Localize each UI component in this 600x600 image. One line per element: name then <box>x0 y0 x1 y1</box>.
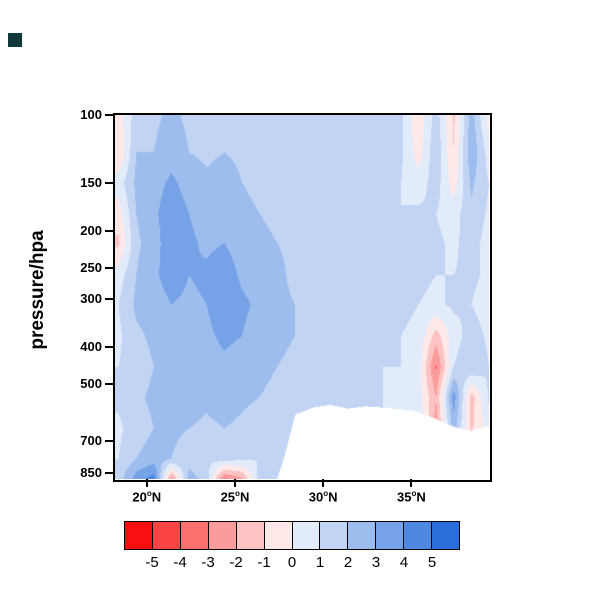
y-tick-mark <box>105 181 113 184</box>
x-tick-label: 30oN <box>308 489 338 505</box>
degree-symbol: o <box>411 489 417 498</box>
colorbar-label: 5 <box>427 554 437 571</box>
colorbar-cell <box>403 521 433 550</box>
x-tick-label: 20oN <box>132 489 162 505</box>
x-tick-label: 25oN <box>220 489 250 505</box>
contour-plot <box>115 115 489 479</box>
colorbar-label: -3 <box>201 554 215 571</box>
colorbar-cell <box>179 521 209 550</box>
y-tick-label: 300 <box>80 290 102 306</box>
degree-symbol: o <box>146 489 152 498</box>
x-tick-mark <box>145 479 148 487</box>
colorbar-cell <box>291 521 321 550</box>
colorbar-cell <box>207 521 237 550</box>
degree-symbol: o <box>323 489 329 498</box>
degree-symbol: o <box>235 489 240 498</box>
y-tick-mark <box>105 346 113 349</box>
colorbar-label: 1 <box>315 554 325 571</box>
y-tick-mark <box>105 383 113 386</box>
colorbar-cell <box>124 521 153 550</box>
y-tick-label: 100 <box>80 107 102 122</box>
colorbar-label: 4 <box>399 554 409 571</box>
y-tick-mark <box>105 114 113 116</box>
plot-border <box>113 113 492 482</box>
colorbar <box>124 521 461 550</box>
y-tick-label: 200 <box>80 223 102 239</box>
y-tick-label: 150 <box>80 174 102 190</box>
x-tick-mark <box>322 479 325 487</box>
colorbar-label: 2 <box>343 554 353 571</box>
colorbar-label: -1 <box>257 554 271 571</box>
y-axis-title: pressure/hpa <box>27 230 48 350</box>
corner-mark <box>8 33 22 47</box>
x-tick-mark <box>410 479 413 487</box>
y-tick-label: 500 <box>80 376 102 392</box>
y-tick-label: 850 <box>80 465 102 481</box>
colorbar-cell <box>375 521 405 550</box>
x-tick-label: 35oN <box>397 489 426 505</box>
colorbar-cell <box>151 521 181 550</box>
y-tick-mark <box>105 230 113 233</box>
y-tick-mark <box>105 472 113 475</box>
y-tick-mark <box>105 297 113 300</box>
colorbar-cell <box>319 521 349 550</box>
colorbar-cell <box>235 521 265 550</box>
y-tick-mark <box>105 439 113 442</box>
y-tick-label: 700 <box>80 432 102 448</box>
y-tick-mark <box>105 267 113 270</box>
colorbar-label: 0 <box>287 554 297 571</box>
colorbar-cell <box>263 521 293 550</box>
colorbar-label: 3 <box>371 554 381 571</box>
colorbar-label: -4 <box>173 554 187 571</box>
y-tick-label: 400 <box>80 339 102 355</box>
colorbar-cell <box>431 521 461 550</box>
y-tick-label: 250 <box>80 260 102 276</box>
colorbar-cell <box>347 521 377 550</box>
colorbar-label: -2 <box>229 554 243 571</box>
x-tick-mark <box>233 479 236 487</box>
colorbar-label: -5 <box>145 554 159 571</box>
